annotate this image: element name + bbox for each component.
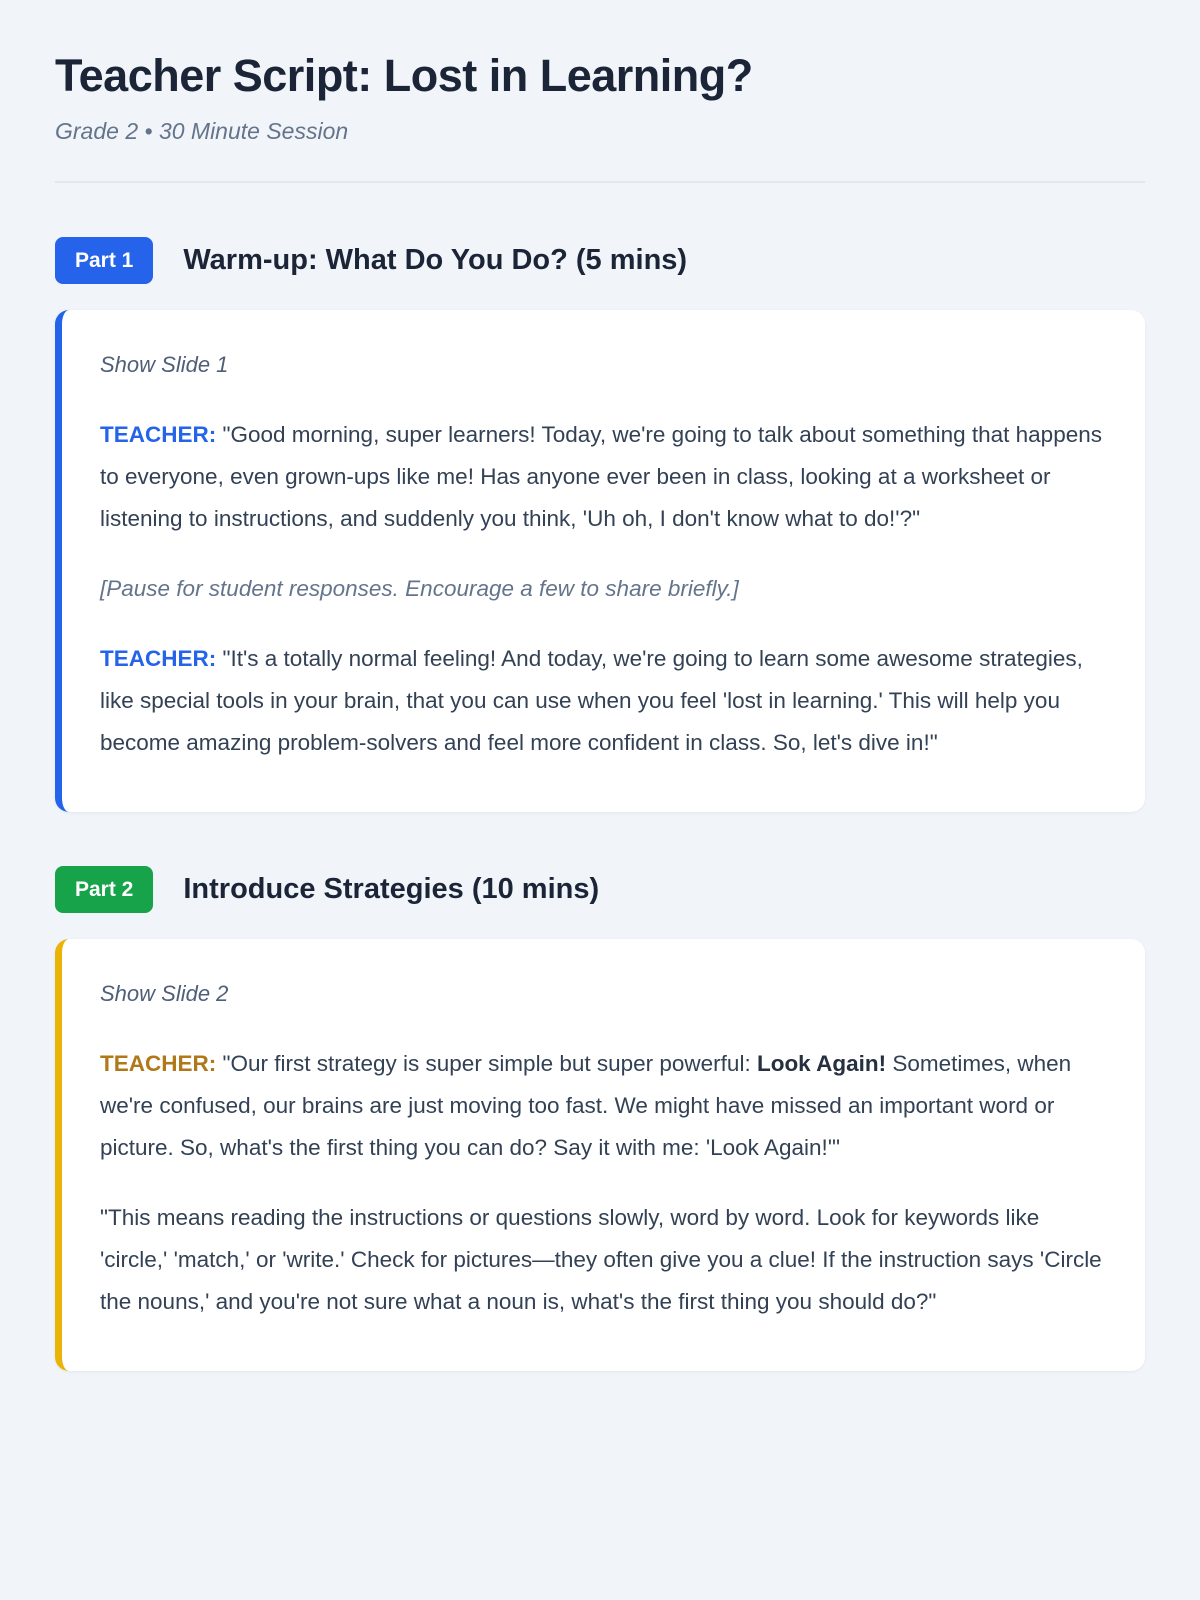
part-2-script-card: Show Slide 2 TEACHER: "Our first strateg… xyxy=(55,939,1145,1371)
part-1-teacher-paragraph-1: TEACHER: "Good morning, super learners! … xyxy=(100,414,1103,540)
part-1-script-card: Show Slide 1 TEACHER: "Good morning, sup… xyxy=(55,310,1145,812)
part-1-heading: Warm-up: What Do You Do? (5 mins) xyxy=(183,244,688,276)
teacher-line-text: "Good morning, super learners! Today, we… xyxy=(100,422,1102,531)
slide-note-1: Show Slide 1 xyxy=(100,352,229,377)
section-header-part-1: Part 1 Warm-up: What Do You Do? (5 mins) xyxy=(55,237,1145,284)
teacher-line-text: "It's a totally normal feeling! And toda… xyxy=(100,646,1083,755)
teacher-label: TEACHER: xyxy=(100,1051,217,1076)
section-header-part-2: Part 2 Introduce Strategies (10 mins) xyxy=(55,866,1145,913)
slide-note-2: Show Slide 2 xyxy=(100,981,229,1006)
teacher-label: TEACHER: xyxy=(100,646,217,671)
teacher-line-text: Sometimes, when we're confused, our brai… xyxy=(100,1051,1072,1160)
part-2-heading: Introduce Strategies (10 mins) xyxy=(183,873,600,905)
pause-direction-note: [Pause for student responses. Encourage … xyxy=(100,576,739,601)
header-divider xyxy=(55,181,1145,183)
part-1-teacher-paragraph-2: TEACHER: "It's a totally normal feeling!… xyxy=(100,638,1103,764)
part-2-teacher-paragraph-2: "This means reading the instructions or … xyxy=(100,1205,1102,1314)
teacher-line-text: "Our first strategy is super simple but … xyxy=(216,1051,757,1076)
strategy-name-emphasis: Look Again! xyxy=(756,1051,887,1076)
part-2-badge: Part 2 xyxy=(55,866,154,913)
page-subtitle: Grade 2 • 30 Minute Session xyxy=(55,118,349,144)
teacher-label: TEACHER: xyxy=(100,422,217,447)
part-2-teacher-paragraph-1: TEACHER: "Our first strategy is super si… xyxy=(100,1043,1103,1169)
page-title: Teacher Script: Lost in Learning? xyxy=(55,50,753,101)
part-1-badge: Part 1 xyxy=(55,237,154,284)
page-container: Teacher Script: Lost in Learning? Grade … xyxy=(55,50,1145,1371)
